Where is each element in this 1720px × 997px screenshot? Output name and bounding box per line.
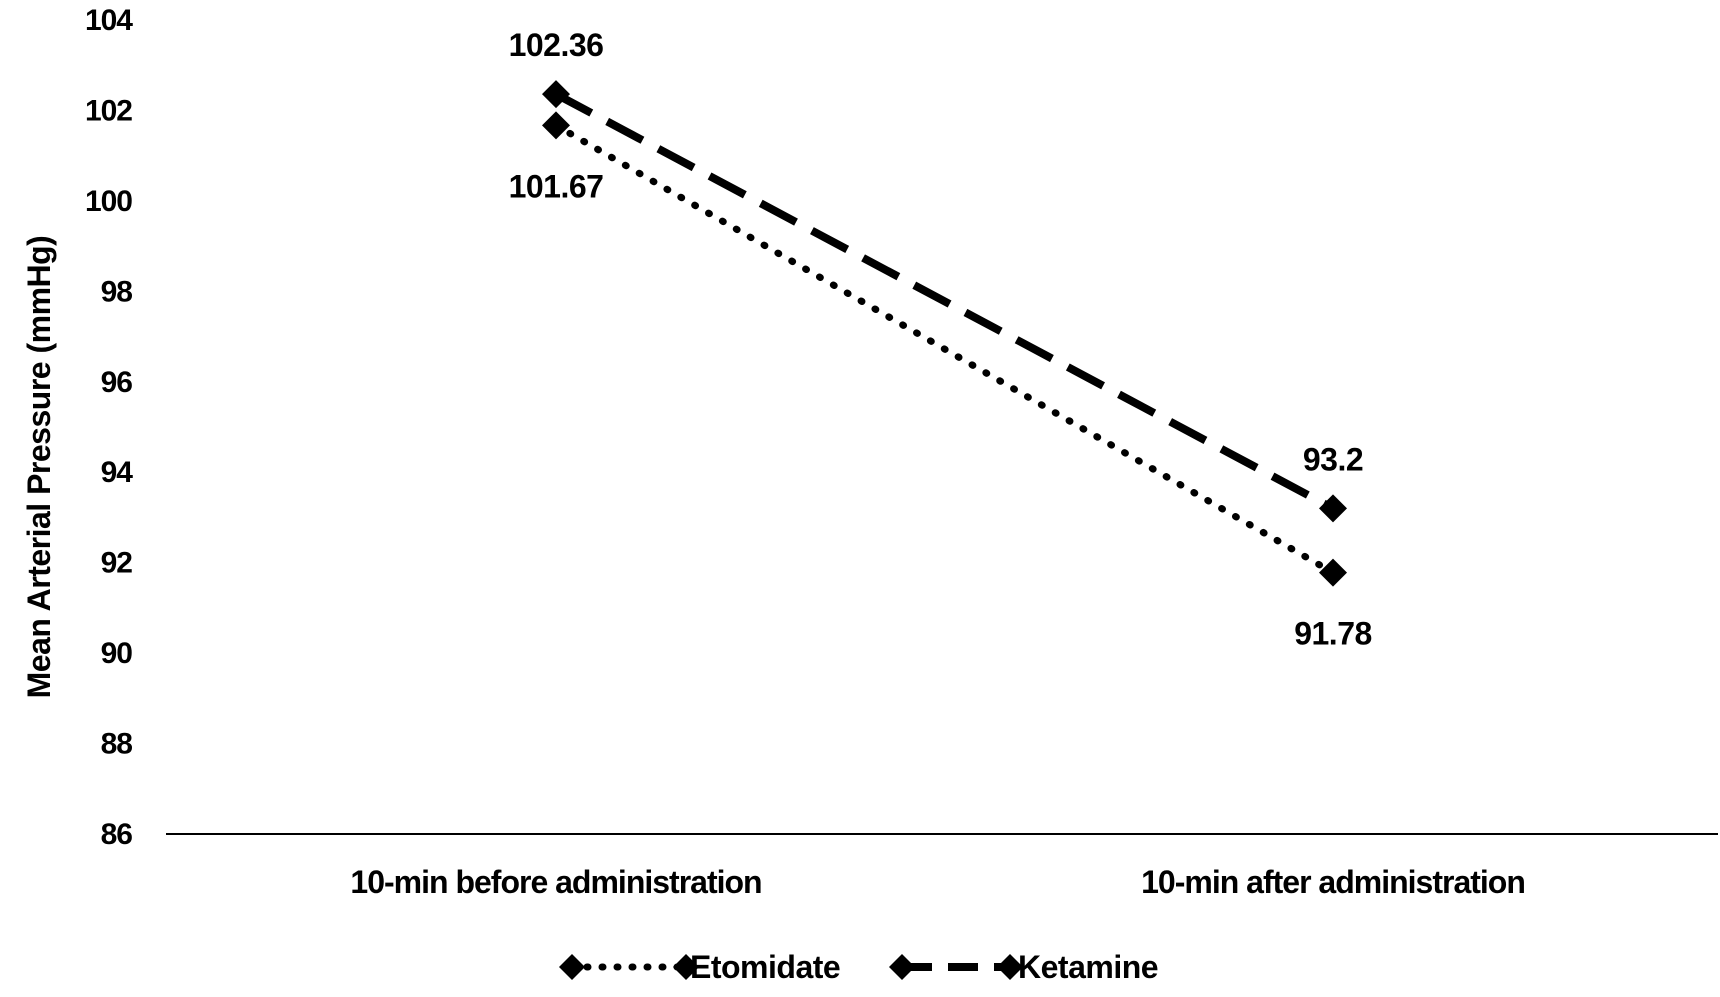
legend-item-ketamine: Ketamine — [889, 949, 1159, 985]
series-line — [552, 121, 1337, 577]
y-tick-label: 96 — [101, 366, 133, 399]
series-line — [554, 90, 1335, 512]
legend-marker — [559, 954, 585, 980]
series-etomidate: 101.67 91.78 — [509, 111, 1372, 652]
y-axis-title: Mean Arterial Pressure (mmHg) — [21, 236, 57, 699]
legend-item-etomidate: Etomidate — [559, 949, 841, 985]
legend: Etomidate Ketamine — [559, 949, 1159, 985]
x-tick-label: 10-min before administration — [350, 864, 761, 900]
legend-label: Ketamine — [1018, 949, 1158, 985]
data-label: 102.36 — [509, 27, 604, 63]
y-tick-label: 92 — [101, 547, 133, 580]
y-tick-label: 102 — [85, 94, 132, 127]
data-label: 93.2 — [1303, 441, 1363, 477]
legend-marker — [997, 954, 1023, 980]
y-tick-label: 86 — [101, 818, 133, 851]
legend-marker — [673, 954, 699, 980]
y-tick-label: 104 — [85, 4, 133, 37]
data-point-marker — [542, 111, 570, 140]
legend-marker — [889, 954, 915, 980]
data-point-marker — [1319, 558, 1347, 587]
series-layer: 101.67 91.78 102.36 93.2 — [509, 27, 1373, 652]
y-axis-ticks: 86 88 90 92 94 96 98 100 102 104 — [85, 4, 134, 851]
legend-label: Etomidate — [690, 949, 840, 985]
x-axis-tick-labels: 10-min before administration 10-min after… — [350, 864, 1525, 900]
y-tick-label: 98 — [101, 275, 133, 308]
y-tick-label: 90 — [101, 637, 133, 670]
data-label: 101.67 — [509, 168, 604, 204]
y-tick-label: 100 — [85, 185, 132, 218]
data-point-marker — [542, 80, 570, 109]
data-label: 91.78 — [1294, 616, 1372, 652]
data-point-marker — [1319, 494, 1347, 523]
y-tick-label: 94 — [101, 456, 134, 489]
y-tick-label: 88 — [101, 728, 133, 761]
series-ketamine: 102.36 93.2 — [509, 27, 1364, 523]
x-tick-label: 10-min after administration — [1141, 864, 1525, 900]
